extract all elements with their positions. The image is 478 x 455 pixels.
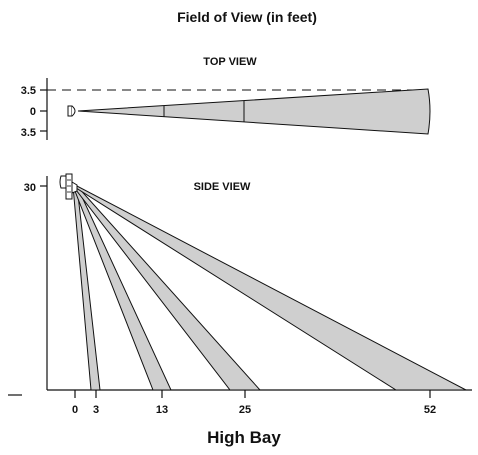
- top-axis-label-center: 0: [30, 106, 36, 118]
- diagram-title: Field of View (in feet): [177, 9, 317, 25]
- x-label-0: 0: [72, 404, 78, 416]
- top-view-detection-cone: [77, 88, 431, 135]
- x-label-52: 52: [424, 404, 436, 416]
- side-beam-52ft: [71, 185, 467, 391]
- x-label-25: 25: [239, 404, 251, 416]
- top-view-label: TOP VIEW: [203, 56, 257, 68]
- side-view-label: SIDE VIEW: [194, 181, 251, 193]
- footer-caption: High Bay: [207, 428, 281, 447]
- sensor-side-icon: [59, 173, 78, 200]
- top-axis-label-lower: 3.5: [21, 127, 36, 139]
- side-beam-25ft: [71, 185, 262, 391]
- side-axis-label: 30: [24, 182, 36, 194]
- sensor-top-icon: [67, 105, 76, 117]
- x-label-13: 13: [156, 404, 168, 416]
- x-label-3: 3: [93, 404, 99, 416]
- top-axis-label-upper: 3.5: [21, 85, 36, 97]
